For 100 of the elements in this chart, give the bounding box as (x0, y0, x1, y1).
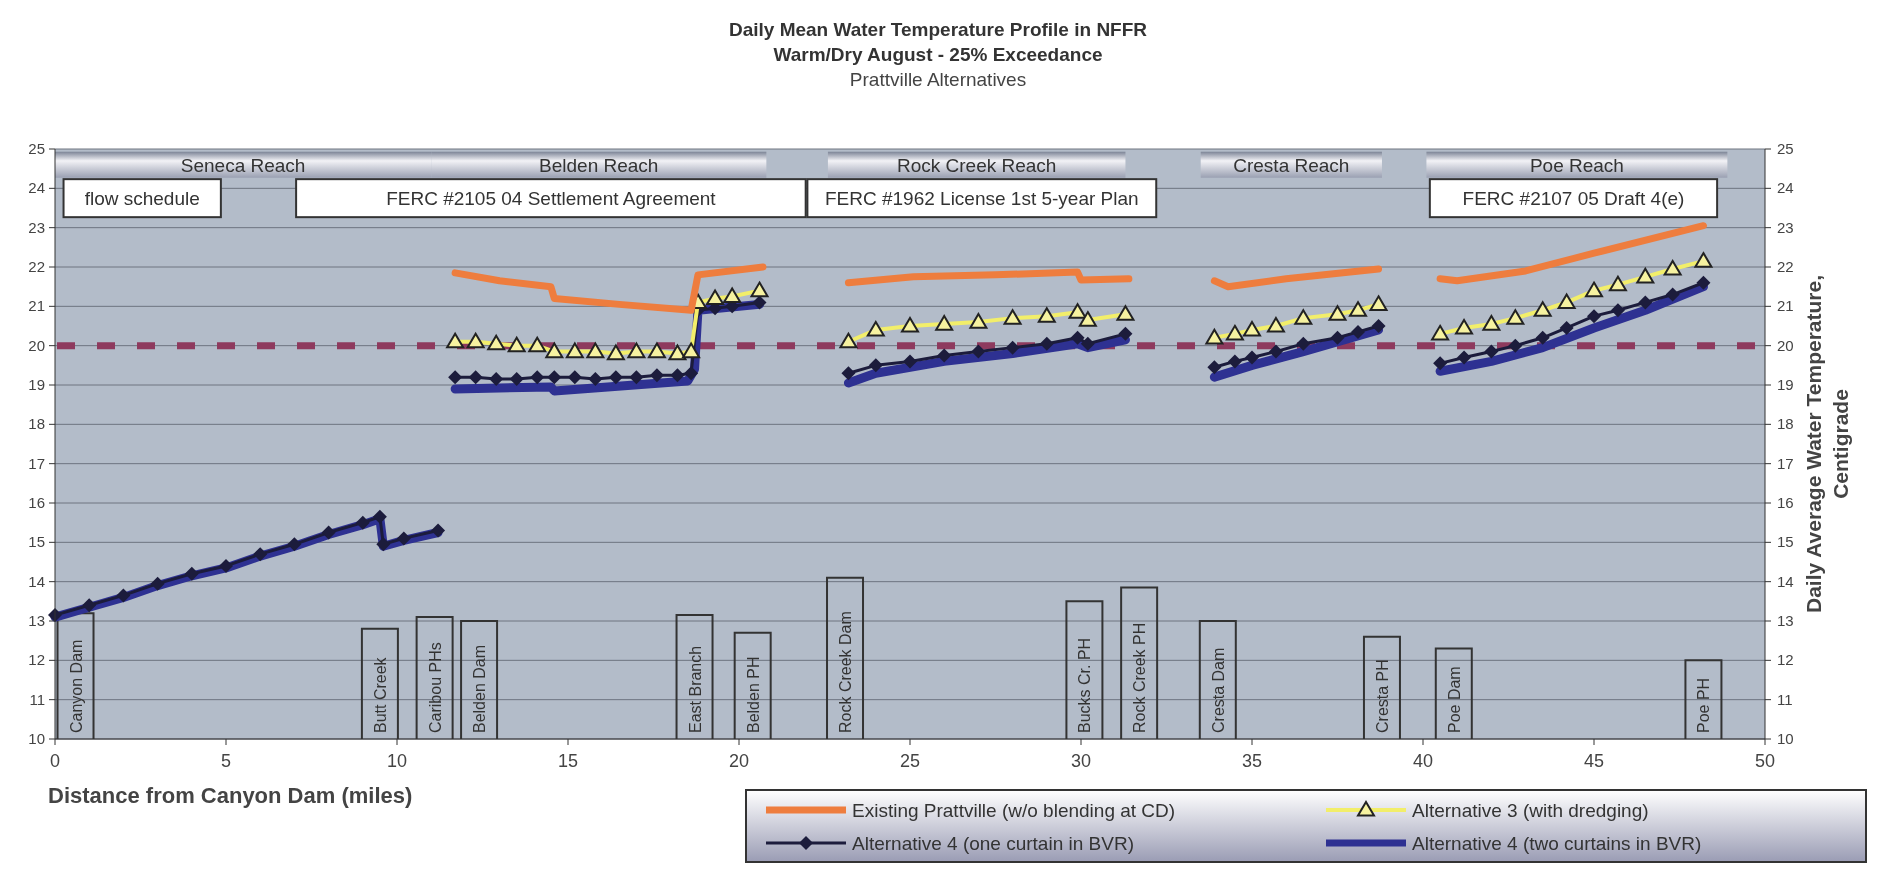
point (1457, 350, 1472, 365)
chart-subtitle: Warm/Dry August - 25% Exceedance (773, 44, 1103, 65)
point (150, 576, 165, 591)
point (1245, 350, 1259, 365)
point (670, 368, 685, 383)
point (608, 370, 623, 385)
point (431, 523, 446, 538)
point (372, 509, 387, 524)
annotation: FERC #1962 License 1st 5-year Plan (824, 188, 1139, 210)
x-axis-title: Distance from Canyon Dam (miles) (48, 783, 413, 808)
annotation: Rock Creek PH (1131, 622, 1149, 733)
point (937, 348, 952, 363)
point (1371, 319, 1386, 333)
point (1005, 340, 1020, 355)
y-tick-label: 25 (28, 140, 45, 157)
annotation: FERC #2105 04 Settlement Agreement (386, 188, 717, 210)
point (355, 515, 370, 530)
annotation: East Branch (686, 645, 704, 733)
legend-label: Alternative 4 (two curtains in BVR) (1412, 833, 1702, 854)
annotation: Belden PH (744, 656, 762, 733)
x-tick-label: 50 (1754, 751, 1776, 771)
y-tick-label: 16 (28, 494, 45, 511)
y2-tick-label: 17 (1777, 454, 1794, 472)
point (1070, 330, 1085, 345)
x-tick-label: 15 (557, 751, 579, 771)
annotation: Poe Reach (1529, 154, 1624, 176)
point (253, 547, 268, 562)
point (567, 370, 582, 385)
y2-tick-label: 12 (1777, 651, 1794, 669)
legend-label: Alternative 3 (with dredging) (1412, 800, 1649, 821)
y2-tick-label: 21 (1777, 297, 1794, 315)
x-tick-label: 25 (899, 751, 921, 771)
point (219, 558, 233, 573)
y-tick-label: 17 (28, 454, 45, 472)
point (1351, 324, 1366, 339)
point (1039, 336, 1054, 351)
annotation: Cresta Dam (1209, 647, 1227, 733)
x-tick-label: 10 (386, 751, 408, 771)
point (1330, 330, 1345, 345)
y2-tick-label: 13 (1777, 612, 1794, 629)
chart-title: Daily Mean Water Temperature Profile in NFFR (728, 19, 1148, 40)
y-tick-label: 24 (28, 179, 45, 197)
point (1696, 275, 1711, 290)
point (116, 588, 131, 603)
y-tick-label: 15 (28, 533, 45, 551)
x-tick-label: 45 (1583, 751, 1605, 771)
point (841, 366, 856, 381)
y2-tick-label: 22 (1777, 258, 1794, 275)
y-tick-label: 18 (28, 415, 45, 433)
point (971, 344, 986, 359)
point (1296, 336, 1311, 351)
x-tick-label: 5 (220, 751, 232, 771)
point (629, 370, 644, 385)
y-tick-label: 10 (28, 730, 45, 747)
annotation: Poe Dam (1445, 666, 1463, 733)
annotation: Rock Creek Dam (837, 611, 855, 733)
annotation: Caribou PHs (426, 642, 444, 733)
point (530, 370, 545, 385)
point (489, 372, 504, 387)
annotation: Cresta PH (1373, 659, 1391, 733)
point (1080, 336, 1095, 351)
point (287, 537, 302, 552)
point (1118, 326, 1133, 341)
point (448, 370, 463, 385)
y2-tick-label: 16 (1777, 494, 1794, 511)
y-tick-label: 19 (28, 376, 45, 393)
y2-tick-label: 25 (1777, 140, 1794, 157)
point (1227, 354, 1242, 369)
point (1665, 287, 1680, 302)
point (1484, 344, 1499, 359)
x-tick-label: 35 (1241, 751, 1263, 771)
y-tick-label: 12 (28, 651, 45, 669)
point (468, 370, 483, 385)
point (1638, 295, 1653, 310)
y-tick-label: 22 (28, 258, 45, 275)
point (82, 598, 97, 613)
annotation: Belden Dam (471, 644, 489, 733)
y-tick-label: 13 (28, 612, 45, 629)
y-tick-label: 11 (29, 690, 45, 708)
point (1207, 360, 1222, 375)
point (903, 354, 917, 369)
point (1508, 338, 1523, 353)
annotation: Rock Creek Reach (896, 154, 1057, 176)
point (868, 358, 883, 373)
point (376, 537, 391, 552)
x-tick-label: 40 (1412, 751, 1434, 771)
y2-tick-label: 18 (1777, 415, 1794, 433)
y2-axis-title: Daily Average Water Temperature, Centigrade (1802, 274, 1852, 614)
annotation: Canyon Dam (67, 639, 85, 733)
x-tick-label: 30 (1070, 751, 1092, 771)
point (1433, 356, 1448, 371)
annotation: flow schedule (84, 188, 200, 210)
annotation: Butt Creek (371, 656, 389, 733)
point (649, 368, 664, 383)
annotation: FERC #2107 05 Draft 4(e) (1462, 188, 1685, 210)
y-tick-label: 20 (28, 336, 45, 354)
annotation: Cresta Reach (1233, 154, 1350, 176)
point (1610, 303, 1625, 318)
point (1587, 309, 1601, 324)
point (752, 295, 767, 310)
